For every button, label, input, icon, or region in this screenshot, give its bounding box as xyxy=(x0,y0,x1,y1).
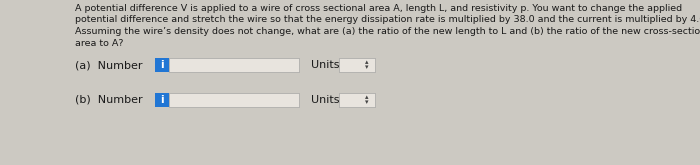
Text: (b)  Number: (b) Number xyxy=(75,95,143,105)
FancyBboxPatch shape xyxy=(155,93,169,107)
Text: area to A?: area to A? xyxy=(75,38,123,48)
Text: i: i xyxy=(160,95,164,105)
Text: (a)  Number: (a) Number xyxy=(75,60,143,70)
Text: ▾: ▾ xyxy=(365,65,369,70)
Text: A potential difference V is applied to a wire of cross sectional area A, length : A potential difference V is applied to a… xyxy=(75,4,682,13)
Text: ▴: ▴ xyxy=(365,60,369,66)
FancyBboxPatch shape xyxy=(169,58,299,72)
FancyBboxPatch shape xyxy=(339,93,375,107)
Text: i: i xyxy=(160,60,164,70)
Text: ▾: ▾ xyxy=(365,99,369,105)
Text: Assuming the wire’s density does not change, what are (a) the ratio of the new l: Assuming the wire’s density does not cha… xyxy=(75,27,700,36)
Text: potential difference and stretch the wire so that the energy dissipation rate is: potential difference and stretch the wir… xyxy=(75,16,700,24)
FancyBboxPatch shape xyxy=(339,58,375,72)
FancyBboxPatch shape xyxy=(155,58,169,72)
Text: Units: Units xyxy=(311,60,340,70)
Text: Units: Units xyxy=(311,95,340,105)
Text: ▴: ▴ xyxy=(365,95,369,100)
FancyBboxPatch shape xyxy=(169,93,299,107)
